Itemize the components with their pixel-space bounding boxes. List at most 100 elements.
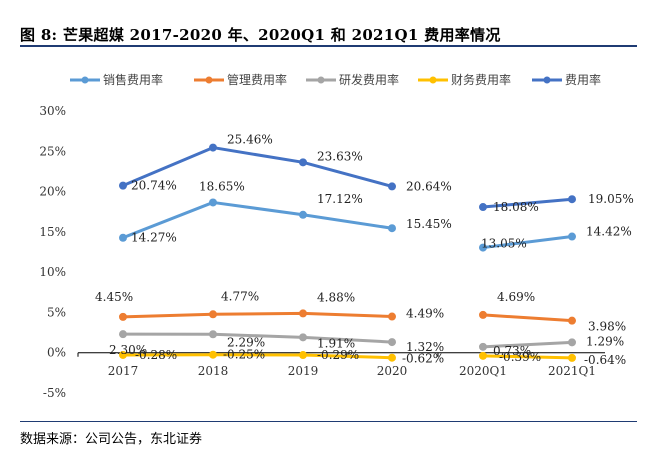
y-tick-label: 0%	[47, 346, 66, 360]
data-point	[299, 210, 307, 219]
data-label: 1.29%	[586, 334, 624, 348]
series-line	[122, 200, 393, 240]
data-point	[388, 182, 396, 191]
data-point	[119, 233, 127, 242]
series-line	[122, 332, 393, 344]
data-label: 1.32%	[406, 340, 444, 354]
data-label: -0.29%	[317, 348, 359, 362]
series-line	[122, 353, 393, 360]
data-label: 4.77%	[221, 289, 259, 303]
data-point	[299, 333, 307, 342]
data-point	[119, 312, 127, 321]
data-label: 18.08%	[493, 200, 539, 214]
data-point	[209, 143, 217, 152]
series-line	[482, 313, 573, 323]
x-tick-label: 2020	[377, 364, 408, 378]
legend-label: 管理费用率	[227, 72, 287, 87]
source-divider	[20, 421, 637, 422]
series-lines	[119, 143, 576, 362]
x-tick-label: 2019	[288, 364, 319, 378]
data-label: -0.28%	[135, 348, 177, 362]
y-tick-label: 5%	[47, 305, 66, 319]
data-point	[388, 353, 396, 362]
legend-label: 销售费用率	[103, 72, 163, 87]
data-point	[209, 350, 217, 359]
chart-legend: 销售费用率 管理费用率 研发费用率 财务费用率 费用率	[70, 72, 601, 87]
top-banner	[0, 0, 657, 6]
legend-marker	[317, 76, 325, 84]
data-label: 20.74%	[131, 179, 177, 193]
data-point	[388, 312, 396, 321]
x-tick-label: 2020Q1	[459, 364, 507, 378]
data-label: 14.27%	[131, 231, 177, 245]
series-line	[122, 146, 393, 188]
data-label: -0.62%	[402, 352, 444, 366]
legend-marker	[205, 76, 213, 84]
data-label: 4.45%	[95, 290, 133, 304]
data-label: 15.45%	[406, 217, 452, 231]
data-label: 13.05%	[481, 237, 527, 251]
x-tick-label: 2017	[108, 364, 139, 378]
data-label: 14.42%	[586, 225, 632, 239]
data-point	[479, 351, 487, 360]
data-label: 1.91%	[317, 336, 355, 350]
data-label: 2.30%	[109, 343, 147, 357]
data-source: 数据来源：公司公告，东北证券	[20, 432, 203, 447]
data-point	[119, 181, 127, 190]
data-label: 18.65%	[199, 179, 245, 193]
data-label: -0.39%	[499, 350, 541, 364]
data-label: 4.69%	[497, 290, 535, 304]
data-point	[209, 310, 217, 319]
title-divider	[20, 45, 637, 47]
data-point	[568, 316, 576, 325]
data-point	[209, 198, 217, 207]
data-point	[388, 224, 396, 233]
y-tick-label: 30%	[39, 104, 66, 118]
data-label: 17.12%	[317, 192, 363, 206]
data-point	[568, 232, 576, 241]
data-label: 23.63%	[317, 149, 363, 163]
figure-title: 图 8: 芒果超媒 2017-2020 年、2020Q1 和 2021Q1 费用…	[20, 26, 501, 44]
data-label: 25.46%	[227, 133, 273, 147]
legend-label: 财务费用率	[451, 72, 511, 87]
data-label: 2.29%	[227, 335, 265, 349]
series-line	[482, 197, 573, 209]
data-label: 3.98%	[588, 320, 626, 334]
data-label: -0.25%	[223, 348, 265, 362]
data-point	[119, 330, 127, 339]
data-point	[299, 309, 307, 318]
series-line	[482, 235, 573, 250]
series-line	[122, 311, 393, 319]
data-label: 4.88%	[317, 290, 355, 304]
y-tick-label: 25%	[39, 144, 66, 158]
legend-marker	[429, 76, 437, 84]
data-label: 20.64%	[406, 179, 452, 193]
data-point	[568, 338, 576, 347]
legend-label: 研发费用率	[339, 72, 399, 87]
y-tick-label: 20%	[39, 185, 66, 199]
y-tick-label: -5%	[43, 386, 66, 400]
data-point	[209, 330, 217, 339]
data-point	[479, 310, 487, 319]
x-tick-label: 2018	[198, 364, 229, 378]
data-point	[299, 351, 307, 360]
y-tick-label: 10%	[39, 265, 66, 279]
data-point	[119, 350, 127, 359]
data-label: 4.49%	[406, 307, 444, 321]
chart-axes: -5% 0% 5% 10% 15% 20% 25% 30% 2017 2018 2019 2020 20…	[39, 104, 605, 400]
data-labels: 14.27% 18.65% 17.12% 15.45% 13.05% 14.42% 4.45…	[95, 133, 634, 367]
data-label: -0.64%	[584, 353, 626, 367]
data-label: 19.05%	[588, 192, 634, 206]
series-line	[482, 354, 573, 360]
data-point	[479, 342, 487, 351]
data-point	[479, 243, 487, 252]
data-point	[568, 195, 576, 204]
data-point	[388, 338, 396, 347]
legend-label: 费用率	[565, 72, 601, 87]
data-point	[299, 158, 307, 167]
y-tick-label: 15%	[39, 225, 66, 239]
series-line	[482, 340, 573, 349]
x-tick-label: 2021Q1	[548, 364, 596, 378]
data-point	[479, 203, 487, 212]
